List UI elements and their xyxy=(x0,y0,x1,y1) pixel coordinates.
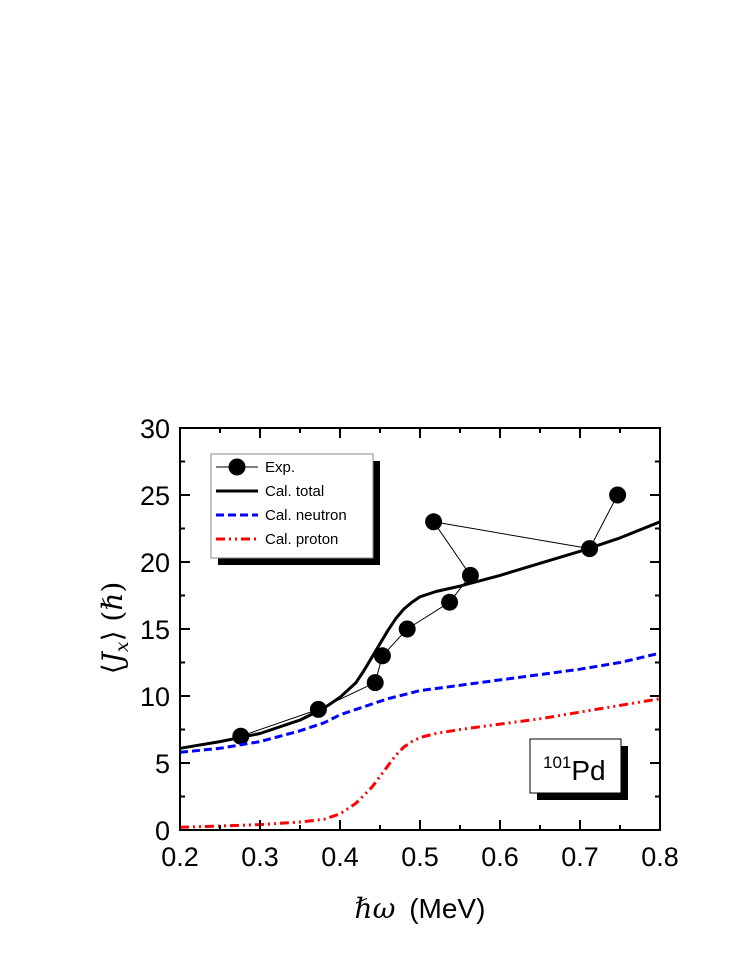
legend-items: Exp. Cal. total Cal. neutron Cal. proton xyxy=(216,458,347,548)
y-axis-title: ⟨Jx⟩ (ℏ) xyxy=(96,582,133,675)
y-tick-label: 5 xyxy=(155,749,170,779)
legend-label: Cal. total xyxy=(265,483,324,500)
y-tick-label: 10 xyxy=(140,682,170,712)
nucleus-label-box xyxy=(529,738,622,794)
x-tick-label: 0.6 xyxy=(481,842,519,872)
x-axis-unit: (MeV) xyxy=(409,893,485,924)
axes-layer: 0.2 0.3 0.4 0.5 0.6 0.7 0.8 0 5 10 15 20 25 30 xyxy=(140,414,679,872)
legend-marker xyxy=(228,458,246,476)
series-line-0 xyxy=(240,494,619,737)
x-tick-label: 0.3 xyxy=(241,842,279,872)
y-tick-label: 30 xyxy=(140,414,170,444)
y-tick-label: 25 xyxy=(140,481,170,511)
x-tick-label: 0.2 xyxy=(161,842,199,872)
series-line-2 xyxy=(179,651,661,754)
nucleus-label-text: 101Pd xyxy=(543,753,606,786)
nucleus-label: 101Pd xyxy=(529,738,628,800)
x-axis-title: ℏω (MeV) xyxy=(355,892,486,925)
y-tick-label: 20 xyxy=(140,548,170,578)
legend-label: Cal. neutron xyxy=(265,507,347,524)
legend-label: Exp. xyxy=(265,459,295,476)
exp-point xyxy=(425,513,443,531)
x-tick-label: 0.8 xyxy=(641,842,679,872)
nucleus-element: Pd xyxy=(571,755,605,786)
exp-point xyxy=(366,674,384,692)
nucleus-mass-number: 101 xyxy=(543,753,571,772)
exp-point xyxy=(441,593,459,611)
x-tick-label: 0.7 xyxy=(561,842,599,872)
x-tick-label: 0.4 xyxy=(321,842,359,872)
y-axis-var: J xyxy=(96,650,129,668)
exp-point xyxy=(461,566,479,584)
series-line-1 xyxy=(179,520,661,750)
x-tick-label: 0.5 xyxy=(401,842,439,872)
exp-point xyxy=(373,647,391,665)
y-axis-left-bracket: ⟨ xyxy=(96,663,129,674)
y-tick-label: 15 xyxy=(140,615,170,645)
y-tick-label: 0 xyxy=(155,816,170,846)
series-layer xyxy=(179,486,661,829)
exp-point xyxy=(609,486,627,504)
y-axis-right: ⟩ (ℏ) xyxy=(96,582,129,642)
series-line-3 xyxy=(179,697,661,829)
y-axis-sub: x xyxy=(111,641,133,652)
legend-label: Cal. proton xyxy=(265,531,338,548)
exp-point xyxy=(398,620,416,638)
x-axis-symbol: ℏω xyxy=(355,892,396,925)
legend: Exp. Cal. total Cal. neutron Cal. proton xyxy=(210,453,380,565)
